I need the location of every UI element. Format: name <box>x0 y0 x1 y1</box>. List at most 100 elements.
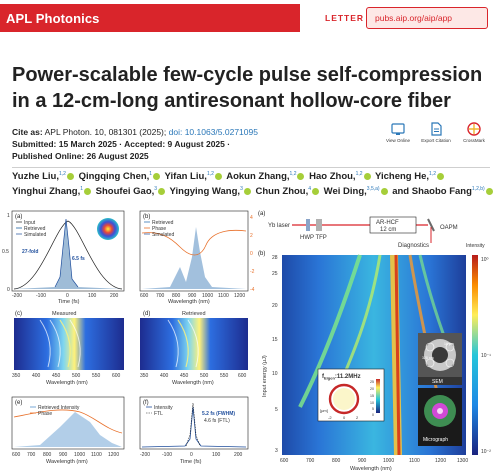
citation-line: Cite as: APL Photon. 10, 081301 (2025); … <box>12 127 258 137</box>
orcid-icon[interactable] <box>214 173 222 181</box>
y-tick: 15 <box>272 337 278 343</box>
author-name[interactable]: Chun Zhou, <box>255 186 309 198</box>
x-tick: 800 <box>332 458 341 464</box>
x-axis-label: Time (fs) <box>58 299 80 305</box>
doi-link[interactable]: doi: 10.1063/5.0271095 <box>168 127 258 137</box>
retrieved-intensity-area <box>14 412 122 447</box>
inset-colorbar <box>376 379 380 413</box>
annotation-fwhm: 6.5 fs <box>72 256 85 262</box>
x-tick: 1100 <box>409 458 420 464</box>
orcid-icon[interactable] <box>485 188 493 196</box>
trace-fringe <box>49 319 61 368</box>
x-axis-label: Wavelength (nm) <box>350 466 392 472</box>
ftl-curve <box>185 402 201 447</box>
panel-title: Retrieved <box>182 311 206 317</box>
legend-simulated: Simulated <box>152 232 174 238</box>
x-tick: 1200 <box>108 452 119 458</box>
x-tick: 900 <box>188 293 197 299</box>
panel-label: (b) <box>143 214 150 220</box>
cite-text: APL Photon. 10, 081301 (2025); <box>44 127 167 137</box>
orcid-icon[interactable] <box>363 173 371 181</box>
y-tick: 5 <box>275 407 278 413</box>
x-tick: 1000 <box>383 458 394 464</box>
fiber-box <box>369 216 417 234</box>
author-affiliation: 1,2 <box>429 171 436 177</box>
orcid-icon[interactable] <box>297 173 305 181</box>
colorbar-tick: 10⁻¹ <box>481 353 491 359</box>
intensity-colorbar <box>472 255 478 455</box>
x-axis-label: Wavelength (nm) <box>46 380 88 386</box>
panel-label: (c) <box>15 311 22 317</box>
x-tick: 400 <box>160 373 169 379</box>
author-name[interactable]: and Shaobo Fang <box>392 186 472 198</box>
trace-fringe <box>69 319 81 368</box>
simulated-pulse-curve <box>54 218 79 288</box>
author-name[interactable]: Yuzhe Liu, <box>12 171 59 183</box>
micrograph-label: Micrograph <box>423 437 448 443</box>
sem-tube <box>425 358 435 368</box>
panel-label: (b) <box>258 251 265 257</box>
orcid-icon[interactable] <box>84 188 92 196</box>
orcid-icon[interactable] <box>158 188 166 196</box>
panel-f-left: (f) Intensity FTL 5.2 fs (FWHM) 4.6 fs (… <box>139 396 249 465</box>
x-tick: 400 <box>32 373 41 379</box>
author-name[interactable]: Yinghui Zhang, <box>12 186 81 198</box>
legend-phase: Phase <box>38 411 52 417</box>
sem-dimension: 328 nm <box>422 356 434 360</box>
sem-dimension: 16 μm <box>444 342 454 346</box>
x-tick: 700 <box>306 458 315 464</box>
x-tick: 1300 <box>457 458 468 464</box>
panel-e-left: (e) Retrieved Intensity Phase 600 700 80… <box>11 396 125 465</box>
panel-b-left: (b) Retrieved Phase Simulated 600 700 80… <box>139 210 255 305</box>
author-name[interactable]: Qingqing Chen, <box>78 171 150 183</box>
author-name[interactable]: Yingying Wang, <box>169 186 241 198</box>
retrieved-spectrum-area <box>142 227 246 289</box>
x-tick: 350 <box>140 373 149 379</box>
view-online-button[interactable]: View Online <box>380 122 416 143</box>
orcid-icon[interactable] <box>243 188 251 196</box>
trace-fringe <box>187 319 199 368</box>
orcid-icon[interactable] <box>66 173 74 181</box>
trace-fringe <box>177 319 189 368</box>
journal-url-link[interactable]: pubs.aip.org/aip/app <box>366 7 488 29</box>
export-citation-button[interactable]: Export Citation <box>418 122 454 143</box>
x-tick: -200 <box>12 293 22 299</box>
author-line-1: Yuzhe Liu, 1,2 Qingqing Chen,1 Yifan Liu,… <box>12 171 492 182</box>
panel-a-right: (a) Yb laser HWP TFP AR-HCF 12 cm OAPM D… <box>258 211 458 249</box>
x-tick: 450 <box>180 373 189 379</box>
author-name[interactable]: Yifan Liu, <box>164 171 207 183</box>
x-tick: -200 <box>140 452 150 458</box>
sem-tube <box>445 358 455 368</box>
y-tick: 0 <box>7 287 10 293</box>
view-online-icon <box>391 123 405 135</box>
spectral-phase-curve <box>141 229 247 256</box>
orcid-icon[interactable] <box>436 173 444 181</box>
x-tick: 550 <box>220 373 229 379</box>
y-tick: 3 <box>275 448 278 454</box>
author-name[interactable]: Aokun Zhang, <box>226 171 290 183</box>
journal-name[interactable]: APL Photonics <box>6 11 100 26</box>
inset-title-f: f <box>322 374 325 380</box>
trace-fringe <box>59 319 71 368</box>
inset-tick: -2 <box>328 415 332 420</box>
trace-fringe <box>39 319 51 368</box>
orcid-icon[interactable] <box>312 188 320 196</box>
author-name[interactable]: Wei Ding, <box>323 186 367 198</box>
colorbar-tick: 10⁰ <box>481 257 489 263</box>
author-name[interactable]: Shoufei Gao, <box>95 186 155 198</box>
sem-label-bg <box>418 377 462 385</box>
x-tick: 500 <box>72 373 81 379</box>
crossmark-button[interactable]: CrossMark <box>456 122 492 143</box>
author-affiliation: 1 <box>149 171 153 177</box>
fiber-length-label: 12 cm <box>380 227 396 233</box>
x-tick: 1000 <box>74 452 85 458</box>
inset-tick: 2 <box>356 415 359 420</box>
author-name[interactable]: Yicheng He, <box>375 171 430 183</box>
author-name[interactable]: Hao Zhou, <box>309 171 356 183</box>
inset-cb-tick: 15 <box>370 394 374 398</box>
panel-label: (d) <box>143 311 150 317</box>
orcid-icon[interactable] <box>153 173 161 181</box>
meta-divider <box>12 167 490 168</box>
sem-label: SEM <box>432 379 443 385</box>
orcid-icon[interactable] <box>380 188 388 196</box>
